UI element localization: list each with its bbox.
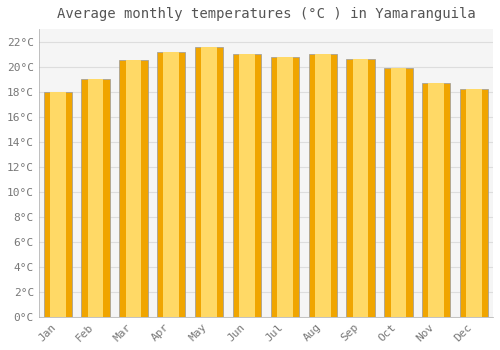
Bar xyxy=(239,54,255,317)
Bar xyxy=(82,79,110,317)
Bar xyxy=(126,60,141,317)
Bar xyxy=(390,68,406,317)
Bar xyxy=(353,59,368,317)
Bar xyxy=(164,51,179,317)
Bar xyxy=(88,79,104,317)
Bar xyxy=(466,89,482,317)
Bar xyxy=(422,83,450,317)
Bar xyxy=(50,92,66,317)
Bar xyxy=(270,57,299,317)
Bar xyxy=(277,57,292,317)
Bar xyxy=(44,92,72,317)
Bar xyxy=(202,47,217,317)
Bar xyxy=(315,54,330,317)
Bar xyxy=(384,68,412,317)
Bar xyxy=(195,47,224,317)
Title: Average monthly temperatures (°C ) in Yamaranguila: Average monthly temperatures (°C ) in Ya… xyxy=(56,7,476,21)
Bar xyxy=(460,89,488,317)
Bar xyxy=(308,54,337,317)
Bar xyxy=(346,59,375,317)
Bar xyxy=(157,51,186,317)
Bar xyxy=(119,60,148,317)
Bar xyxy=(428,83,444,317)
Bar xyxy=(233,54,261,317)
